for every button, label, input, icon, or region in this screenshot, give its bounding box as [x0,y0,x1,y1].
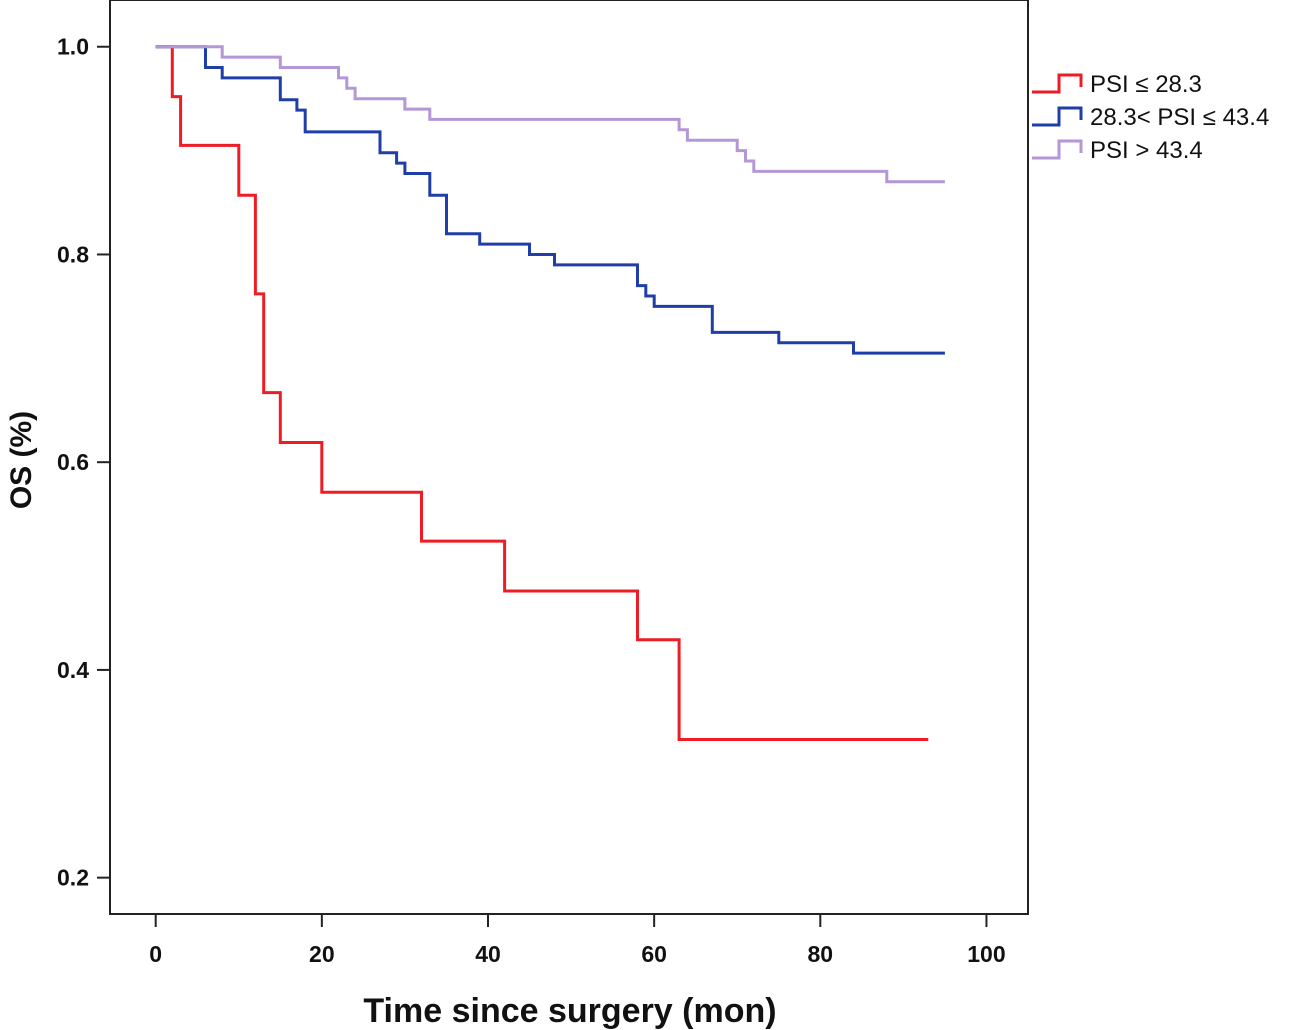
y-tick-label: 1.0 [57,34,89,60]
y-tick-label: 0.6 [57,449,89,475]
x-axis: 0 20 40 60 80 100 [149,914,1006,967]
y-axis: 0.2 0.4 0.6 0.8 1.0 [57,34,110,891]
legend-swatch-series-2 [1032,106,1083,127]
legend: PSI ≤ 28.3 28.3< PSI ≤ 43.4 PSI > 43.4 [1032,71,1269,164]
legend-swatch-series-3 [1032,139,1083,160]
series-layer [155,45,945,741]
legend-label-series-3: PSI > 43.4 [1090,137,1203,164]
km-curve-series-2 [155,45,945,355]
y-axis-title: OS (%) [5,411,38,509]
km-curve-series-1 [155,45,929,741]
legend-swatch-series-1 [1032,73,1083,94]
y-tick-label: 0.8 [57,241,89,267]
x-axis-title: Time since surgery (mon) [363,992,776,1030]
x-tick-label: 80 [808,941,834,967]
x-tick-label: 20 [309,941,335,967]
legend-label-series-1: PSI ≤ 28.3 [1090,71,1202,98]
y-tick-label: 0.4 [57,657,89,683]
y-tick-label: 0.2 [57,865,89,891]
plot-frame [109,0,1029,915]
km-curve-series-3 [155,45,945,184]
x-tick-label: 0 [149,941,162,967]
x-tick-label: 40 [475,941,501,967]
legend-label-series-2: 28.3< PSI ≤ 43.4 [1090,104,1269,131]
x-tick-label: 60 [641,941,667,967]
x-tick-label: 100 [967,941,1005,967]
